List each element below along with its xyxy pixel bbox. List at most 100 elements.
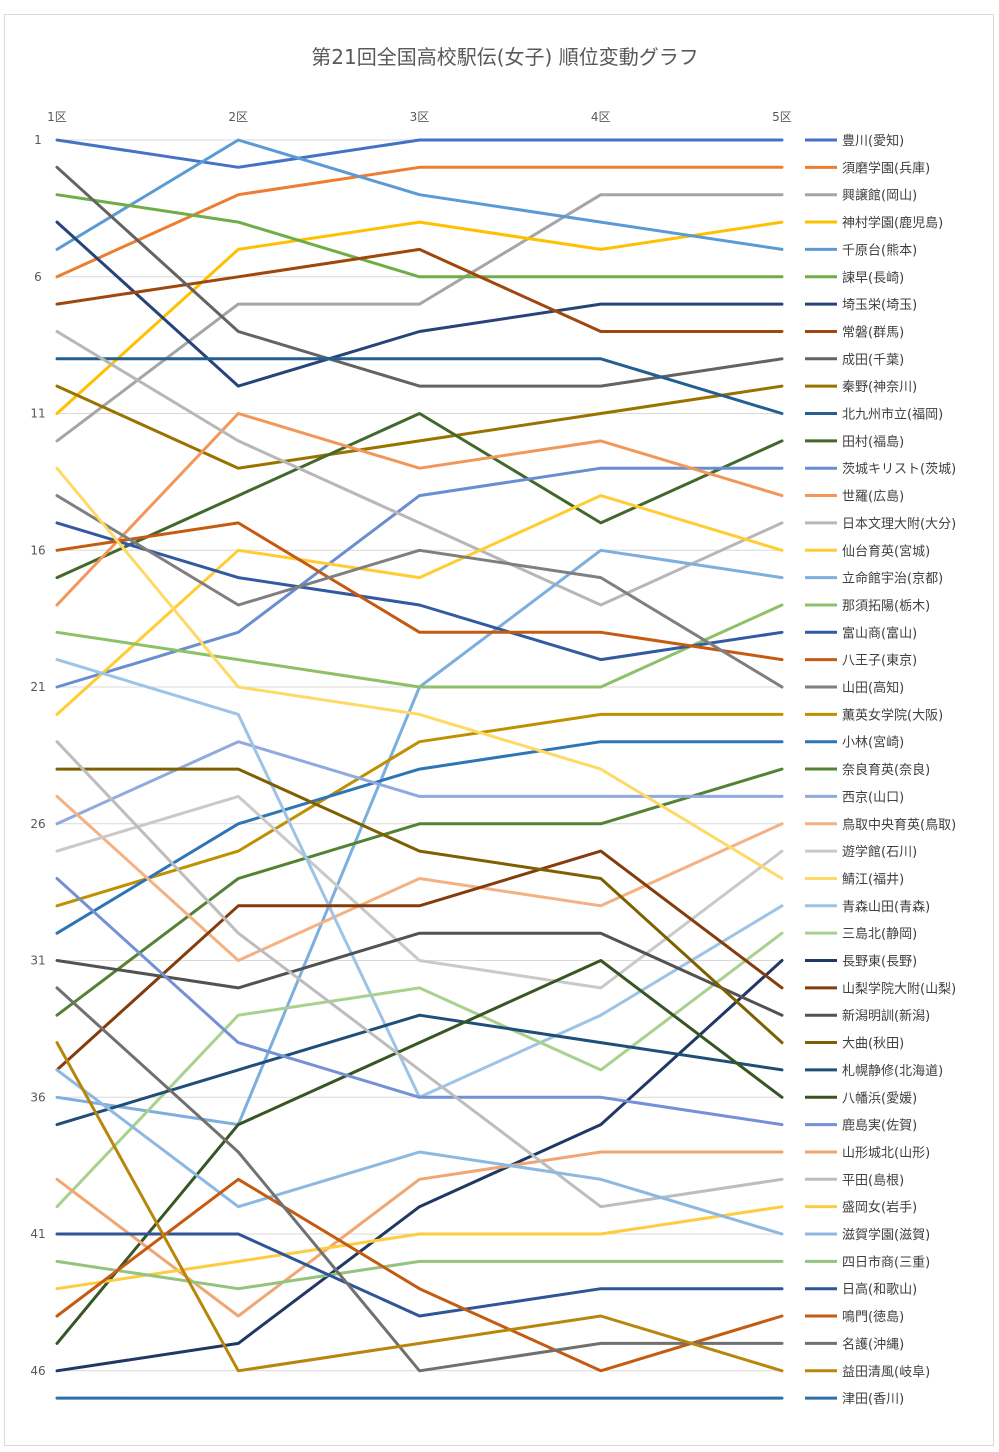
legend-label: 仙台育英(宮城) xyxy=(842,543,930,559)
legend-label: 世羅(広島) xyxy=(842,490,904,505)
legend-label: 名護(沖縄) xyxy=(842,1336,904,1352)
series-line xyxy=(55,193,784,443)
series-line xyxy=(55,494,784,716)
series-line xyxy=(55,959,784,1345)
x-tick-label: 2区 xyxy=(228,110,248,124)
series-line xyxy=(55,1259,784,1291)
series-line xyxy=(55,1068,784,1236)
grid-lines xyxy=(57,139,782,1372)
legend-label: 北九州市立(福岡) xyxy=(842,407,943,423)
series-line xyxy=(55,740,784,935)
x-tick-label: 1区 xyxy=(47,110,67,124)
series-line xyxy=(55,412,784,580)
legend-label: 八王子(東京) xyxy=(842,653,917,669)
series-line xyxy=(55,794,784,990)
legend-label: 滋賀学園(滋賀) xyxy=(842,1227,930,1243)
legend-label: 山田(高知) xyxy=(842,680,904,696)
legend: 豊川(愛知) 須磨学園(兵庫) 興譲館(岡山) 神村学園(鹿児島) 千原台(熊本) 諫早(… xyxy=(805,133,956,1407)
legend-label: 興譲館(岡山) xyxy=(842,188,917,204)
legend-label: 秦野(神奈川) xyxy=(842,380,917,395)
legend-label: 青森山田(青森) xyxy=(842,900,930,915)
legend-label: 山形城北(山形) xyxy=(842,1146,930,1161)
x-tick-label: 5区 xyxy=(772,110,792,124)
series-line xyxy=(55,193,784,279)
series-line xyxy=(55,1013,784,1127)
series-lines xyxy=(55,138,784,1400)
legend-label: 平田(島根) xyxy=(842,1173,904,1188)
y-tick-label: 11 xyxy=(30,407,45,421)
legend-label: 薫英女学院(大阪) xyxy=(842,707,943,723)
series-line xyxy=(55,1205,784,1291)
legend-label: 富山商(富山) xyxy=(842,625,917,641)
legend-label: 三島北(静岡) xyxy=(842,927,917,942)
y-tick-label: 1 xyxy=(34,133,42,147)
series-line xyxy=(55,603,784,689)
series-line xyxy=(55,767,784,1045)
y-tick-label: 16 xyxy=(30,543,45,557)
series-line xyxy=(55,412,784,607)
series-line xyxy=(55,384,784,470)
series-line xyxy=(55,986,784,1373)
x-tick-label: 4区 xyxy=(591,110,611,124)
series-line xyxy=(55,548,784,1127)
legend-label: 日高(和歌山) xyxy=(842,1282,917,1298)
legend-label: 山梨学院大附(山梨) xyxy=(842,981,956,997)
legend-label: 津田(香川) xyxy=(842,1392,904,1407)
legend-label: 成田(千葉) xyxy=(842,353,904,368)
legend-label: 八幡浜(愛媛) xyxy=(842,1091,917,1106)
legend-label: 鯖江(福井) xyxy=(842,872,904,887)
series-line xyxy=(55,357,784,415)
legend-label: 新潟明訓(新潟) xyxy=(842,1008,930,1024)
series-line xyxy=(55,849,784,1072)
series-line xyxy=(55,247,784,333)
y-tick-label: 36 xyxy=(30,1090,45,1104)
legend-label: 小林(宮崎) xyxy=(842,735,904,751)
x-tick-label: 3区 xyxy=(410,110,430,124)
legend-label: 益田清風(岐阜) xyxy=(842,1364,930,1380)
legend-label: 神村学園(鹿児島) xyxy=(842,215,943,231)
legend-label: 盛岡女(岩手) xyxy=(842,1200,917,1216)
legend-label: 須磨学園(兵庫) xyxy=(842,160,930,176)
series-line xyxy=(55,931,784,1017)
series-line xyxy=(55,220,784,415)
legend-label: 常磐(群馬) xyxy=(842,325,904,340)
legend-label: 鳥取中央育英(鳥取) xyxy=(842,817,956,833)
legend-label: 豊川(愛知) xyxy=(842,133,904,149)
series-line xyxy=(55,165,784,279)
legend-label: 奈良育英(奈良) xyxy=(842,762,930,778)
y-tick-label: 41 xyxy=(30,1227,45,1241)
y-tick-label: 26 xyxy=(30,817,45,831)
legend-label: 札幌静修(北海道) xyxy=(842,1063,943,1079)
series-line xyxy=(55,521,784,662)
legend-label: 西京(山口) xyxy=(842,790,904,805)
chart-title: 第21回全国高校駅伝(女子) 順位変動グラフ xyxy=(311,45,698,69)
series-line xyxy=(55,138,784,251)
series-line xyxy=(55,1232,784,1318)
y-tick-label: 31 xyxy=(30,954,45,968)
y-tick-label: 46 xyxy=(30,1364,45,1378)
series-line xyxy=(55,959,784,1373)
legend-label: 大曲(秋田) xyxy=(842,1037,904,1052)
series-line xyxy=(55,1041,784,1373)
series-line xyxy=(55,466,784,880)
legend-label: 千原台(熊本) xyxy=(842,242,917,258)
legend-label: 鹿島実(佐賀) xyxy=(842,1118,917,1134)
series-line xyxy=(55,931,784,1209)
series-line xyxy=(55,794,784,962)
series-line xyxy=(55,138,784,169)
legend-label: 鳴門(徳島) xyxy=(842,1310,904,1325)
legend-label: 長野東(長野) xyxy=(842,954,917,970)
legend-label: 茨城キリスト(茨城) xyxy=(842,462,956,477)
series-line xyxy=(55,1177,784,1373)
y-tick-label: 21 xyxy=(30,680,45,694)
legend-label: 日本文理大附(大分) xyxy=(842,517,956,532)
y-tick-label: 6 xyxy=(34,270,42,284)
legend-label: 諫早(長崎) xyxy=(842,270,904,286)
series-line xyxy=(55,521,784,662)
series-line xyxy=(55,330,784,607)
legend-label: 埼玉栄(埼玉) xyxy=(842,298,917,313)
legend-label: 那須拓陽(栃木) xyxy=(842,599,930,614)
legend-label: 遊学館(石川) xyxy=(842,844,917,860)
